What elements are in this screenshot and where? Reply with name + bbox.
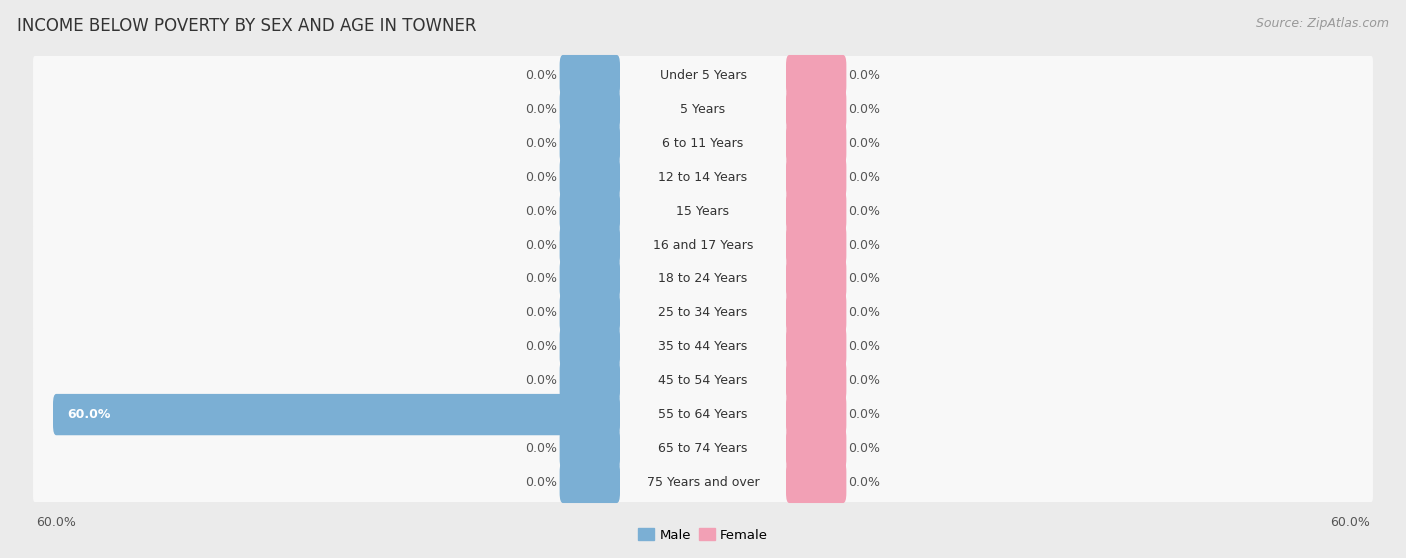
Text: 0.0%: 0.0% bbox=[849, 408, 880, 421]
FancyBboxPatch shape bbox=[560, 258, 620, 300]
Text: 0.0%: 0.0% bbox=[526, 205, 558, 218]
Text: 0.0%: 0.0% bbox=[849, 374, 880, 387]
FancyBboxPatch shape bbox=[34, 294, 1372, 333]
Text: 0.0%: 0.0% bbox=[526, 306, 558, 319]
Text: 18 to 24 Years: 18 to 24 Years bbox=[658, 272, 748, 286]
Text: 0.0%: 0.0% bbox=[849, 69, 880, 82]
Text: Under 5 Years: Under 5 Years bbox=[659, 69, 747, 82]
Text: 0.0%: 0.0% bbox=[849, 340, 880, 353]
FancyBboxPatch shape bbox=[34, 259, 1372, 299]
FancyBboxPatch shape bbox=[560, 326, 620, 368]
FancyBboxPatch shape bbox=[34, 429, 1372, 468]
Text: 0.0%: 0.0% bbox=[526, 374, 558, 387]
Text: 60.0%: 60.0% bbox=[67, 408, 111, 421]
FancyBboxPatch shape bbox=[786, 190, 846, 232]
Text: 25 to 34 Years: 25 to 34 Years bbox=[658, 306, 748, 319]
Text: 0.0%: 0.0% bbox=[849, 306, 880, 319]
FancyBboxPatch shape bbox=[34, 124, 1372, 163]
FancyBboxPatch shape bbox=[786, 123, 846, 164]
FancyBboxPatch shape bbox=[34, 191, 1372, 231]
FancyBboxPatch shape bbox=[34, 90, 1372, 129]
FancyBboxPatch shape bbox=[560, 428, 620, 469]
Text: 55 to 64 Years: 55 to 64 Years bbox=[658, 408, 748, 421]
FancyBboxPatch shape bbox=[34, 395, 1372, 434]
Text: 0.0%: 0.0% bbox=[526, 340, 558, 353]
FancyBboxPatch shape bbox=[786, 360, 846, 401]
Text: INCOME BELOW POVERTY BY SEX AND AGE IN TOWNER: INCOME BELOW POVERTY BY SEX AND AGE IN T… bbox=[17, 17, 477, 35]
Text: 0.0%: 0.0% bbox=[849, 103, 880, 116]
FancyBboxPatch shape bbox=[560, 123, 620, 164]
Text: 0.0%: 0.0% bbox=[849, 205, 880, 218]
FancyBboxPatch shape bbox=[560, 360, 620, 401]
FancyBboxPatch shape bbox=[786, 258, 846, 300]
FancyBboxPatch shape bbox=[34, 56, 1372, 95]
Text: 0.0%: 0.0% bbox=[849, 442, 880, 455]
FancyBboxPatch shape bbox=[560, 461, 620, 503]
FancyBboxPatch shape bbox=[34, 158, 1372, 197]
Text: 15 Years: 15 Years bbox=[676, 205, 730, 218]
Text: 0.0%: 0.0% bbox=[849, 272, 880, 286]
Text: 6 to 11 Years: 6 to 11 Years bbox=[662, 137, 744, 150]
FancyBboxPatch shape bbox=[786, 394, 846, 435]
FancyBboxPatch shape bbox=[34, 225, 1372, 264]
FancyBboxPatch shape bbox=[786, 428, 846, 469]
Text: 0.0%: 0.0% bbox=[526, 442, 558, 455]
Text: 0.0%: 0.0% bbox=[526, 103, 558, 116]
Legend: Male, Female: Male, Female bbox=[633, 523, 773, 547]
Text: 0.0%: 0.0% bbox=[526, 137, 558, 150]
Text: 65 to 74 Years: 65 to 74 Years bbox=[658, 442, 748, 455]
FancyBboxPatch shape bbox=[34, 463, 1372, 502]
Text: 16 and 17 Years: 16 and 17 Years bbox=[652, 239, 754, 252]
FancyBboxPatch shape bbox=[560, 89, 620, 130]
Text: 0.0%: 0.0% bbox=[849, 476, 880, 489]
FancyBboxPatch shape bbox=[786, 157, 846, 198]
Text: 0.0%: 0.0% bbox=[849, 137, 880, 150]
FancyBboxPatch shape bbox=[560, 190, 620, 232]
Text: 0.0%: 0.0% bbox=[849, 239, 880, 252]
Text: 0.0%: 0.0% bbox=[849, 171, 880, 184]
Text: 75 Years and over: 75 Years and over bbox=[647, 476, 759, 489]
Text: 5 Years: 5 Years bbox=[681, 103, 725, 116]
Text: 45 to 54 Years: 45 to 54 Years bbox=[658, 374, 748, 387]
Text: 0.0%: 0.0% bbox=[526, 69, 558, 82]
FancyBboxPatch shape bbox=[34, 361, 1372, 400]
FancyBboxPatch shape bbox=[560, 157, 620, 198]
FancyBboxPatch shape bbox=[786, 292, 846, 334]
FancyBboxPatch shape bbox=[53, 394, 620, 435]
Text: 0.0%: 0.0% bbox=[526, 272, 558, 286]
FancyBboxPatch shape bbox=[560, 55, 620, 97]
FancyBboxPatch shape bbox=[560, 292, 620, 334]
FancyBboxPatch shape bbox=[560, 224, 620, 266]
Text: 0.0%: 0.0% bbox=[526, 239, 558, 252]
FancyBboxPatch shape bbox=[786, 461, 846, 503]
FancyBboxPatch shape bbox=[34, 327, 1372, 367]
FancyBboxPatch shape bbox=[786, 55, 846, 97]
Text: 0.0%: 0.0% bbox=[526, 476, 558, 489]
Text: 12 to 14 Years: 12 to 14 Years bbox=[658, 171, 748, 184]
Text: Source: ZipAtlas.com: Source: ZipAtlas.com bbox=[1256, 17, 1389, 30]
FancyBboxPatch shape bbox=[786, 326, 846, 368]
FancyBboxPatch shape bbox=[786, 89, 846, 130]
FancyBboxPatch shape bbox=[786, 224, 846, 266]
Text: 0.0%: 0.0% bbox=[526, 171, 558, 184]
Text: 35 to 44 Years: 35 to 44 Years bbox=[658, 340, 748, 353]
